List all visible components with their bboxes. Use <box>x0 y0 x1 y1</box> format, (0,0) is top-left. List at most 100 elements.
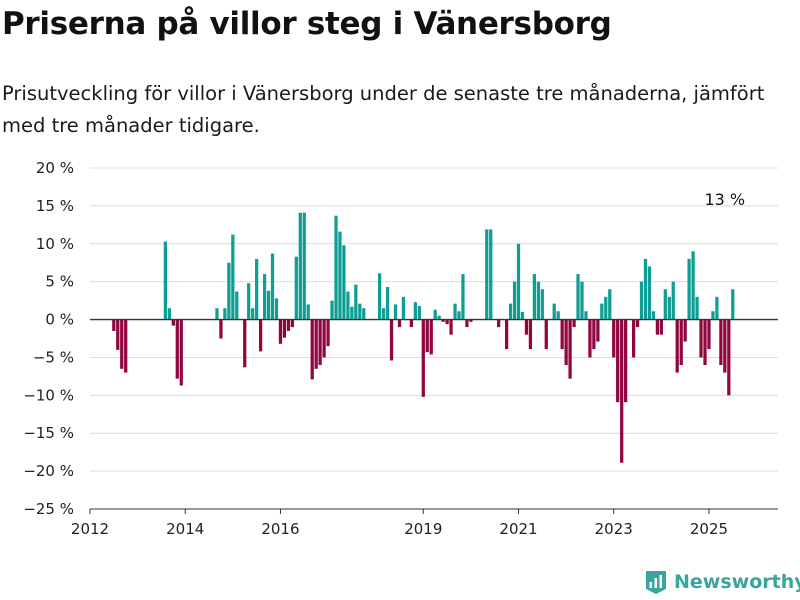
bar <box>425 319 429 353</box>
bar <box>306 304 310 320</box>
bar <box>358 303 362 320</box>
chart-subtitle: Prisutveckling för villor i Vänersborg u… <box>2 82 765 137</box>
bar-series <box>112 212 735 463</box>
bar <box>608 289 612 320</box>
y-tick-label: −25 % <box>23 500 74 518</box>
bar <box>536 281 540 320</box>
bar <box>588 319 592 358</box>
x-tick-label: 2021 <box>499 520 537 538</box>
bar <box>635 319 640 328</box>
bar <box>612 319 616 358</box>
bar <box>120 319 124 369</box>
bar <box>266 290 271 320</box>
bar <box>707 319 711 350</box>
bar <box>350 306 354 320</box>
bar <box>647 266 652 320</box>
bar <box>215 308 219 320</box>
bar <box>639 281 644 320</box>
y-tick-label: 0 % <box>45 311 74 329</box>
bar <box>116 319 120 350</box>
bar <box>508 303 513 320</box>
chart-title: Priserna på villor steg i Vänersborg <box>2 6 612 42</box>
y-tick-label: 20 % <box>36 159 74 177</box>
bar <box>449 319 453 335</box>
bar <box>417 305 421 320</box>
bar <box>631 319 636 358</box>
bar <box>723 319 727 373</box>
bar <box>620 319 624 463</box>
bar <box>703 319 707 366</box>
bar <box>592 319 596 350</box>
newsworthy-brand[interactable]: Newsworthy <box>644 568 800 596</box>
bar <box>163 241 167 320</box>
bar <box>568 319 572 379</box>
bar <box>167 308 171 320</box>
bar <box>338 231 342 320</box>
bar <box>437 315 441 320</box>
bar <box>409 319 414 328</box>
bar <box>528 319 533 350</box>
bar <box>552 303 556 320</box>
bar <box>318 319 322 366</box>
last-value-annotation: 13 % <box>704 190 745 209</box>
newsworthy-logo-icon <box>646 571 666 594</box>
bar <box>624 319 628 403</box>
bar <box>540 289 544 320</box>
bar <box>695 296 699 320</box>
bar <box>219 319 223 339</box>
y-tick-label: −10 % <box>23 386 74 404</box>
bar <box>655 319 660 335</box>
bar <box>274 298 279 320</box>
bar <box>278 319 283 344</box>
y-tick-label: −20 % <box>23 462 74 480</box>
bar <box>580 281 584 320</box>
y-tick-label: 15 % <box>36 197 74 215</box>
bar <box>659 319 663 335</box>
bar <box>223 308 227 320</box>
bar <box>457 311 461 320</box>
bar <box>401 296 406 320</box>
bar <box>516 243 521 320</box>
bar <box>604 296 608 320</box>
bar <box>235 291 239 320</box>
bar <box>262 274 267 320</box>
bar <box>175 319 179 379</box>
y-gridlines <box>90 167 778 510</box>
bar <box>512 281 517 320</box>
bar <box>326 319 330 347</box>
bar <box>413 302 417 320</box>
bar <box>314 319 318 369</box>
bar <box>231 234 235 320</box>
bar <box>255 258 259 320</box>
bar <box>497 319 501 328</box>
bar <box>243 319 247 368</box>
x-tick-label: 2014 <box>166 520 204 538</box>
bar <box>564 319 568 366</box>
bar <box>524 319 529 335</box>
bar <box>270 253 275 320</box>
bar <box>596 319 600 342</box>
x-tick-label: 2023 <box>595 520 633 538</box>
axes <box>89 318 778 514</box>
bar <box>445 319 449 325</box>
x-tick-label: 2012 <box>71 520 109 538</box>
bar <box>385 286 390 320</box>
bar <box>600 303 604 320</box>
bar <box>453 303 457 320</box>
bar <box>362 308 366 320</box>
bar <box>485 229 489 320</box>
bar <box>227 262 231 320</box>
bar <box>576 274 580 320</box>
bar <box>286 319 291 331</box>
bar <box>124 319 128 373</box>
bar <box>683 319 687 342</box>
bar <box>504 319 509 350</box>
bar <box>171 319 175 326</box>
bar <box>310 319 314 380</box>
bar <box>334 215 338 320</box>
bar <box>346 291 350 320</box>
bar <box>671 281 675 320</box>
bar <box>342 245 346 320</box>
bar <box>433 309 437 320</box>
